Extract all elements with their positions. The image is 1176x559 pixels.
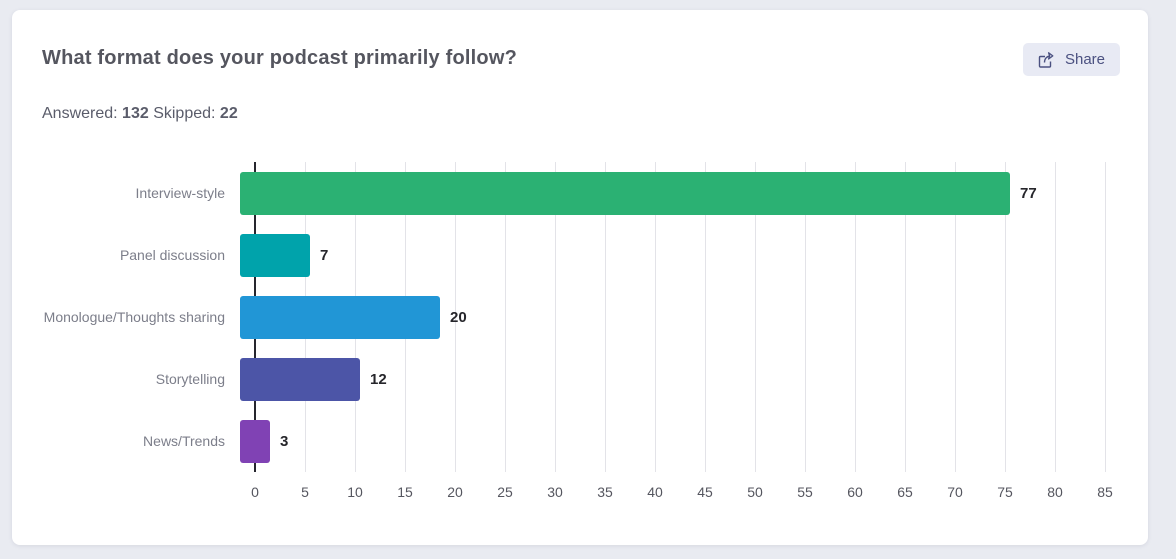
bar-track: 20 xyxy=(240,295,1105,339)
share-button-label: Share xyxy=(1064,51,1105,68)
bar-track: 7 xyxy=(240,233,1105,277)
skipped-value: 22 xyxy=(219,105,238,122)
x-tick-label: 20 xyxy=(447,484,463,500)
question-title: What format does your podcast primarily … xyxy=(42,47,518,69)
bar-track: 3 xyxy=(240,419,1105,463)
chart-row: Storytelling 12 xyxy=(27,348,1105,410)
x-tick-label: 25 xyxy=(497,484,513,500)
x-tick-label: 45 xyxy=(697,484,713,500)
x-tick-label: 40 xyxy=(647,484,663,500)
category-label: Monologue/Thoughts sharing xyxy=(43,309,225,325)
bar-value-label: 77 xyxy=(1020,184,1037,202)
bar-storytelling xyxy=(240,357,360,401)
bar-track: 12 xyxy=(240,357,1105,401)
x-tick-label: 65 xyxy=(897,484,913,500)
chart-row: News/Trends 3 xyxy=(27,410,1105,472)
x-tick-label: 15 xyxy=(397,484,413,500)
response-stats: Answered: 132 Skipped: 22 xyxy=(42,105,238,123)
gridline xyxy=(955,162,956,472)
chart-row: Interview-style 77 xyxy=(27,162,1105,224)
answered-label: Answered: xyxy=(42,105,118,122)
gridline xyxy=(1105,162,1106,472)
bar-news-trends xyxy=(240,419,270,463)
share-button[interactable]: Share xyxy=(1022,43,1120,76)
gridline xyxy=(855,162,856,472)
x-tick-label: 55 xyxy=(797,484,813,500)
question-result-card: What format does your podcast primarily … xyxy=(12,10,1148,545)
x-tick-label: 30 xyxy=(547,484,563,500)
x-tick-label: 80 xyxy=(1047,484,1063,500)
x-tick-label: 50 xyxy=(747,484,763,500)
x-tick-label: 10 xyxy=(347,484,363,500)
category-label: Panel discussion xyxy=(119,247,225,263)
x-tick-label: 85 xyxy=(1097,484,1113,500)
bar-interview-style xyxy=(240,171,1010,215)
x-tick-label: 70 xyxy=(947,484,963,500)
chart-row: Panel discussion 7 xyxy=(27,224,1105,286)
bar-value-label: 20 xyxy=(450,308,467,326)
x-tick-label: 60 xyxy=(847,484,863,500)
gridline xyxy=(805,162,806,472)
bar-chart: Interview-style 77 Panel discussion 7 Monolo… xyxy=(27,162,1113,504)
gridline xyxy=(555,162,556,472)
category-label: Interview-style xyxy=(135,185,225,201)
bar-value-label: 7 xyxy=(320,246,329,264)
gridline xyxy=(1055,162,1056,472)
bar-value-label: 12 xyxy=(370,370,387,388)
chart-row: Monologue/Thoughts sharing 20 xyxy=(27,286,1105,348)
skipped-label: Skipped: xyxy=(153,105,216,122)
bar-track: 77 xyxy=(240,171,1105,215)
gridline xyxy=(905,162,906,472)
gridline xyxy=(505,162,506,472)
card-header: What format does your podcast primarily … xyxy=(42,43,1120,76)
x-axis-ticks: 0 5 10 15 20 25 30 35 40 45 50 55 60 65 70 75 80 85 xyxy=(251,484,1113,504)
x-tick-label: 75 xyxy=(997,484,1013,500)
bar-value-label: 3 xyxy=(280,432,289,450)
gridline xyxy=(705,162,706,472)
gridline xyxy=(455,162,456,472)
x-tick-label: 5 xyxy=(301,484,309,500)
gridline xyxy=(655,162,656,472)
bar-monologue-thoughts-sharing xyxy=(240,295,440,339)
chart-rows: Interview-style 77 Panel discussion 7 Monolo… xyxy=(27,162,1105,472)
category-label: News/Trends xyxy=(143,433,225,449)
x-tick-label: 0 xyxy=(251,484,259,500)
bar-panel-discussion xyxy=(240,233,310,277)
share-icon xyxy=(1036,50,1056,70)
gridline xyxy=(605,162,606,472)
gridline xyxy=(755,162,756,472)
x-tick-label: 35 xyxy=(597,484,613,500)
gridline xyxy=(1005,162,1006,472)
category-label: Storytelling xyxy=(155,371,225,387)
answered-value: 132 xyxy=(122,105,149,122)
